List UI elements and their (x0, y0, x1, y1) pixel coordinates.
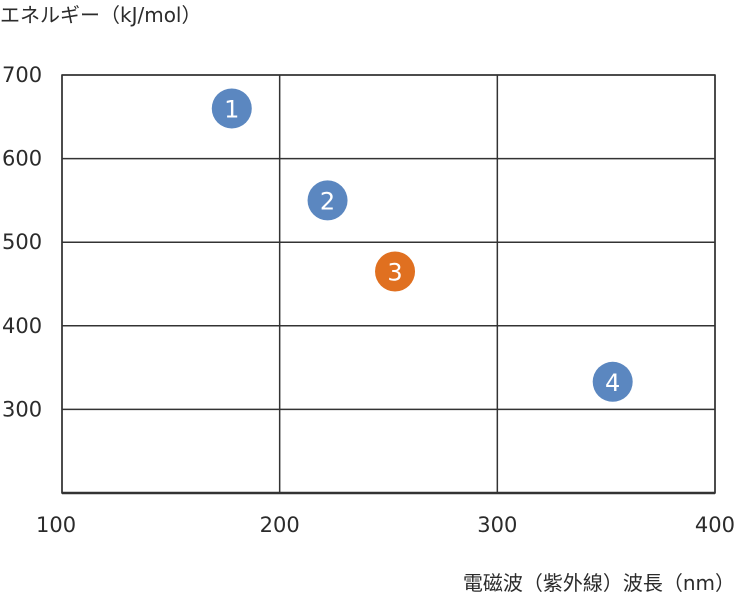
y-tick-label: 600 (2, 147, 42, 171)
data-point-marker (592, 361, 633, 402)
tick-labels: 700 600 500 400 300 100 200 300 400 (2, 63, 735, 537)
data-point-label: 4 (605, 369, 620, 397)
data-point-label: 3 (387, 258, 402, 286)
x-tick-label: 400 (695, 513, 735, 537)
data-point-2: 2 (307, 180, 348, 221)
x-tick-label: 100 (36, 513, 76, 537)
data-point-marker (307, 180, 348, 221)
data-point-marker (375, 251, 416, 292)
grid (61, 74, 716, 495)
data-point-4: 4 (592, 361, 633, 402)
y-tick-label: 400 (2, 314, 42, 338)
x-axis-title: 電磁波（紫外線）波長（nm） (463, 571, 735, 595)
data-point-label: 2 (320, 187, 335, 215)
data-point-marker (211, 88, 252, 129)
data-point-label: 1 (224, 95, 239, 123)
y-axis-title: エネルギー（kJ/mol） (0, 3, 202, 27)
data-point-1: 1 (211, 88, 252, 129)
data-point-3: 3 (375, 251, 416, 292)
x-tick-label: 200 (260, 513, 300, 537)
y-tick-label: 300 (2, 397, 42, 421)
x-tick-label: 300 (477, 513, 517, 537)
y-tick-label: 700 (2, 63, 42, 87)
data-points: 1 2 3 4 (211, 88, 633, 402)
y-tick-label: 500 (2, 230, 42, 254)
